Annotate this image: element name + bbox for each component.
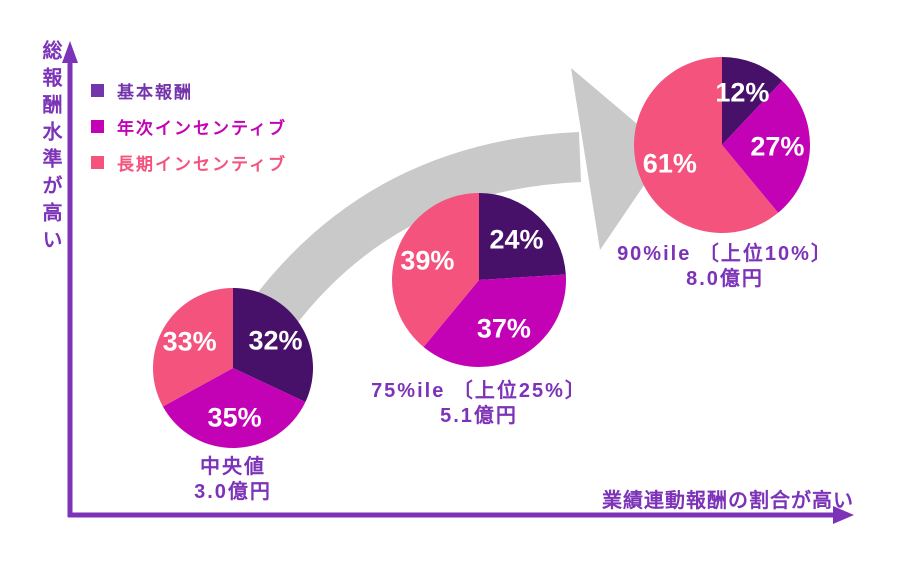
- pie-1-slice-long-term-incentive: [392, 193, 479, 348]
- pie-0-slice-long-term-incentive: [153, 288, 233, 407]
- pie-2-value-annual-incentive: 27%: [750, 131, 805, 162]
- pie-caption-median-title: 中央値: [200, 456, 266, 478]
- legend: 基本報酬 年次インセンティブ 長期インセンティブ: [91, 78, 287, 175]
- legend-swatch-annual-incentive-icon: [91, 120, 104, 133]
- legend-item-long-term-incentive: 長期インセンティブ: [91, 150, 287, 175]
- y-axis-arrowhead-icon: [62, 41, 78, 63]
- pie-caption-75th-amount: 5.1億円: [440, 405, 518, 427]
- pie-caption-90th-amount: 8.0億円: [686, 268, 764, 290]
- pie-0-value-annual-incentive: 35%: [207, 402, 262, 433]
- legend-label-long-term-incentive: 長期インセンティブ: [117, 155, 287, 174]
- pie-0-value-long-term-incentive: 33%: [162, 326, 217, 357]
- pie-2-slice-annual-incentive: [722, 80, 811, 213]
- growth-arrow-head-icon: [571, 68, 668, 250]
- pie-1-slice-annual-incentive: [423, 274, 567, 367]
- pie-0-slice-base-pay: [233, 288, 314, 403]
- pie-caption-median: 中央値 3.0億円: [113, 455, 353, 505]
- legend-swatch-base-pay-icon: [91, 84, 104, 97]
- pie-2-value-long-term-incentive: 61%: [642, 148, 697, 179]
- growth-arrow-shaft: [252, 132, 582, 331]
- legend-label-base-pay: 基本報酬: [117, 83, 193, 102]
- pie-caption-90th-percentile: 90%ile 〔上位10%〕 8.0億円: [585, 242, 865, 292]
- legend-label-annual-incentive: 年次インセンティブ: [117, 119, 287, 138]
- pies-layer: [153, 56, 811, 448]
- x-axis-label: 業績連動報酬の割合が高い: [602, 490, 854, 512]
- pie-1-slice-base-pay: [479, 193, 566, 280]
- pie-1-value-base-pay: 24%: [489, 224, 544, 255]
- y-axis-label: 総報酬水準が高い: [39, 40, 61, 256]
- pie-0-slice-annual-incentive: [162, 368, 306, 448]
- legend-item-annual-incentive: 年次インセンティブ: [91, 114, 287, 139]
- pie-2: [634, 56, 811, 233]
- pie-caption-75th-percentile: 75%ile 〔上位25%〕 5.1億円: [339, 379, 619, 429]
- pie-1-value-long-term-incentive: 39%: [400, 245, 455, 276]
- pie-2-slice-base-pay: [722, 56, 783, 145]
- pie-1: [392, 193, 567, 367]
- pie-0-value-base-pay: 32%: [248, 325, 303, 356]
- pie-1-value-annual-incentive: 37%: [476, 313, 531, 344]
- pie-2-value-base-pay: 12%: [715, 77, 770, 108]
- x-axis-arrowhead-icon: [833, 506, 854, 524]
- pie-caption-90th-title: 90%ile 〔上位10%〕: [617, 243, 833, 265]
- pie-0: [153, 288, 314, 448]
- pie-caption-75th-title: 75%ile 〔上位25%〕: [371, 380, 587, 402]
- legend-item-base-pay: 基本報酬: [91, 78, 287, 103]
- pie-2-slice-long-term-incentive: [634, 57, 779, 233]
- pie-caption-median-amount: 3.0億円: [194, 481, 272, 503]
- legend-swatch-long-term-incentive-icon: [91, 156, 104, 169]
